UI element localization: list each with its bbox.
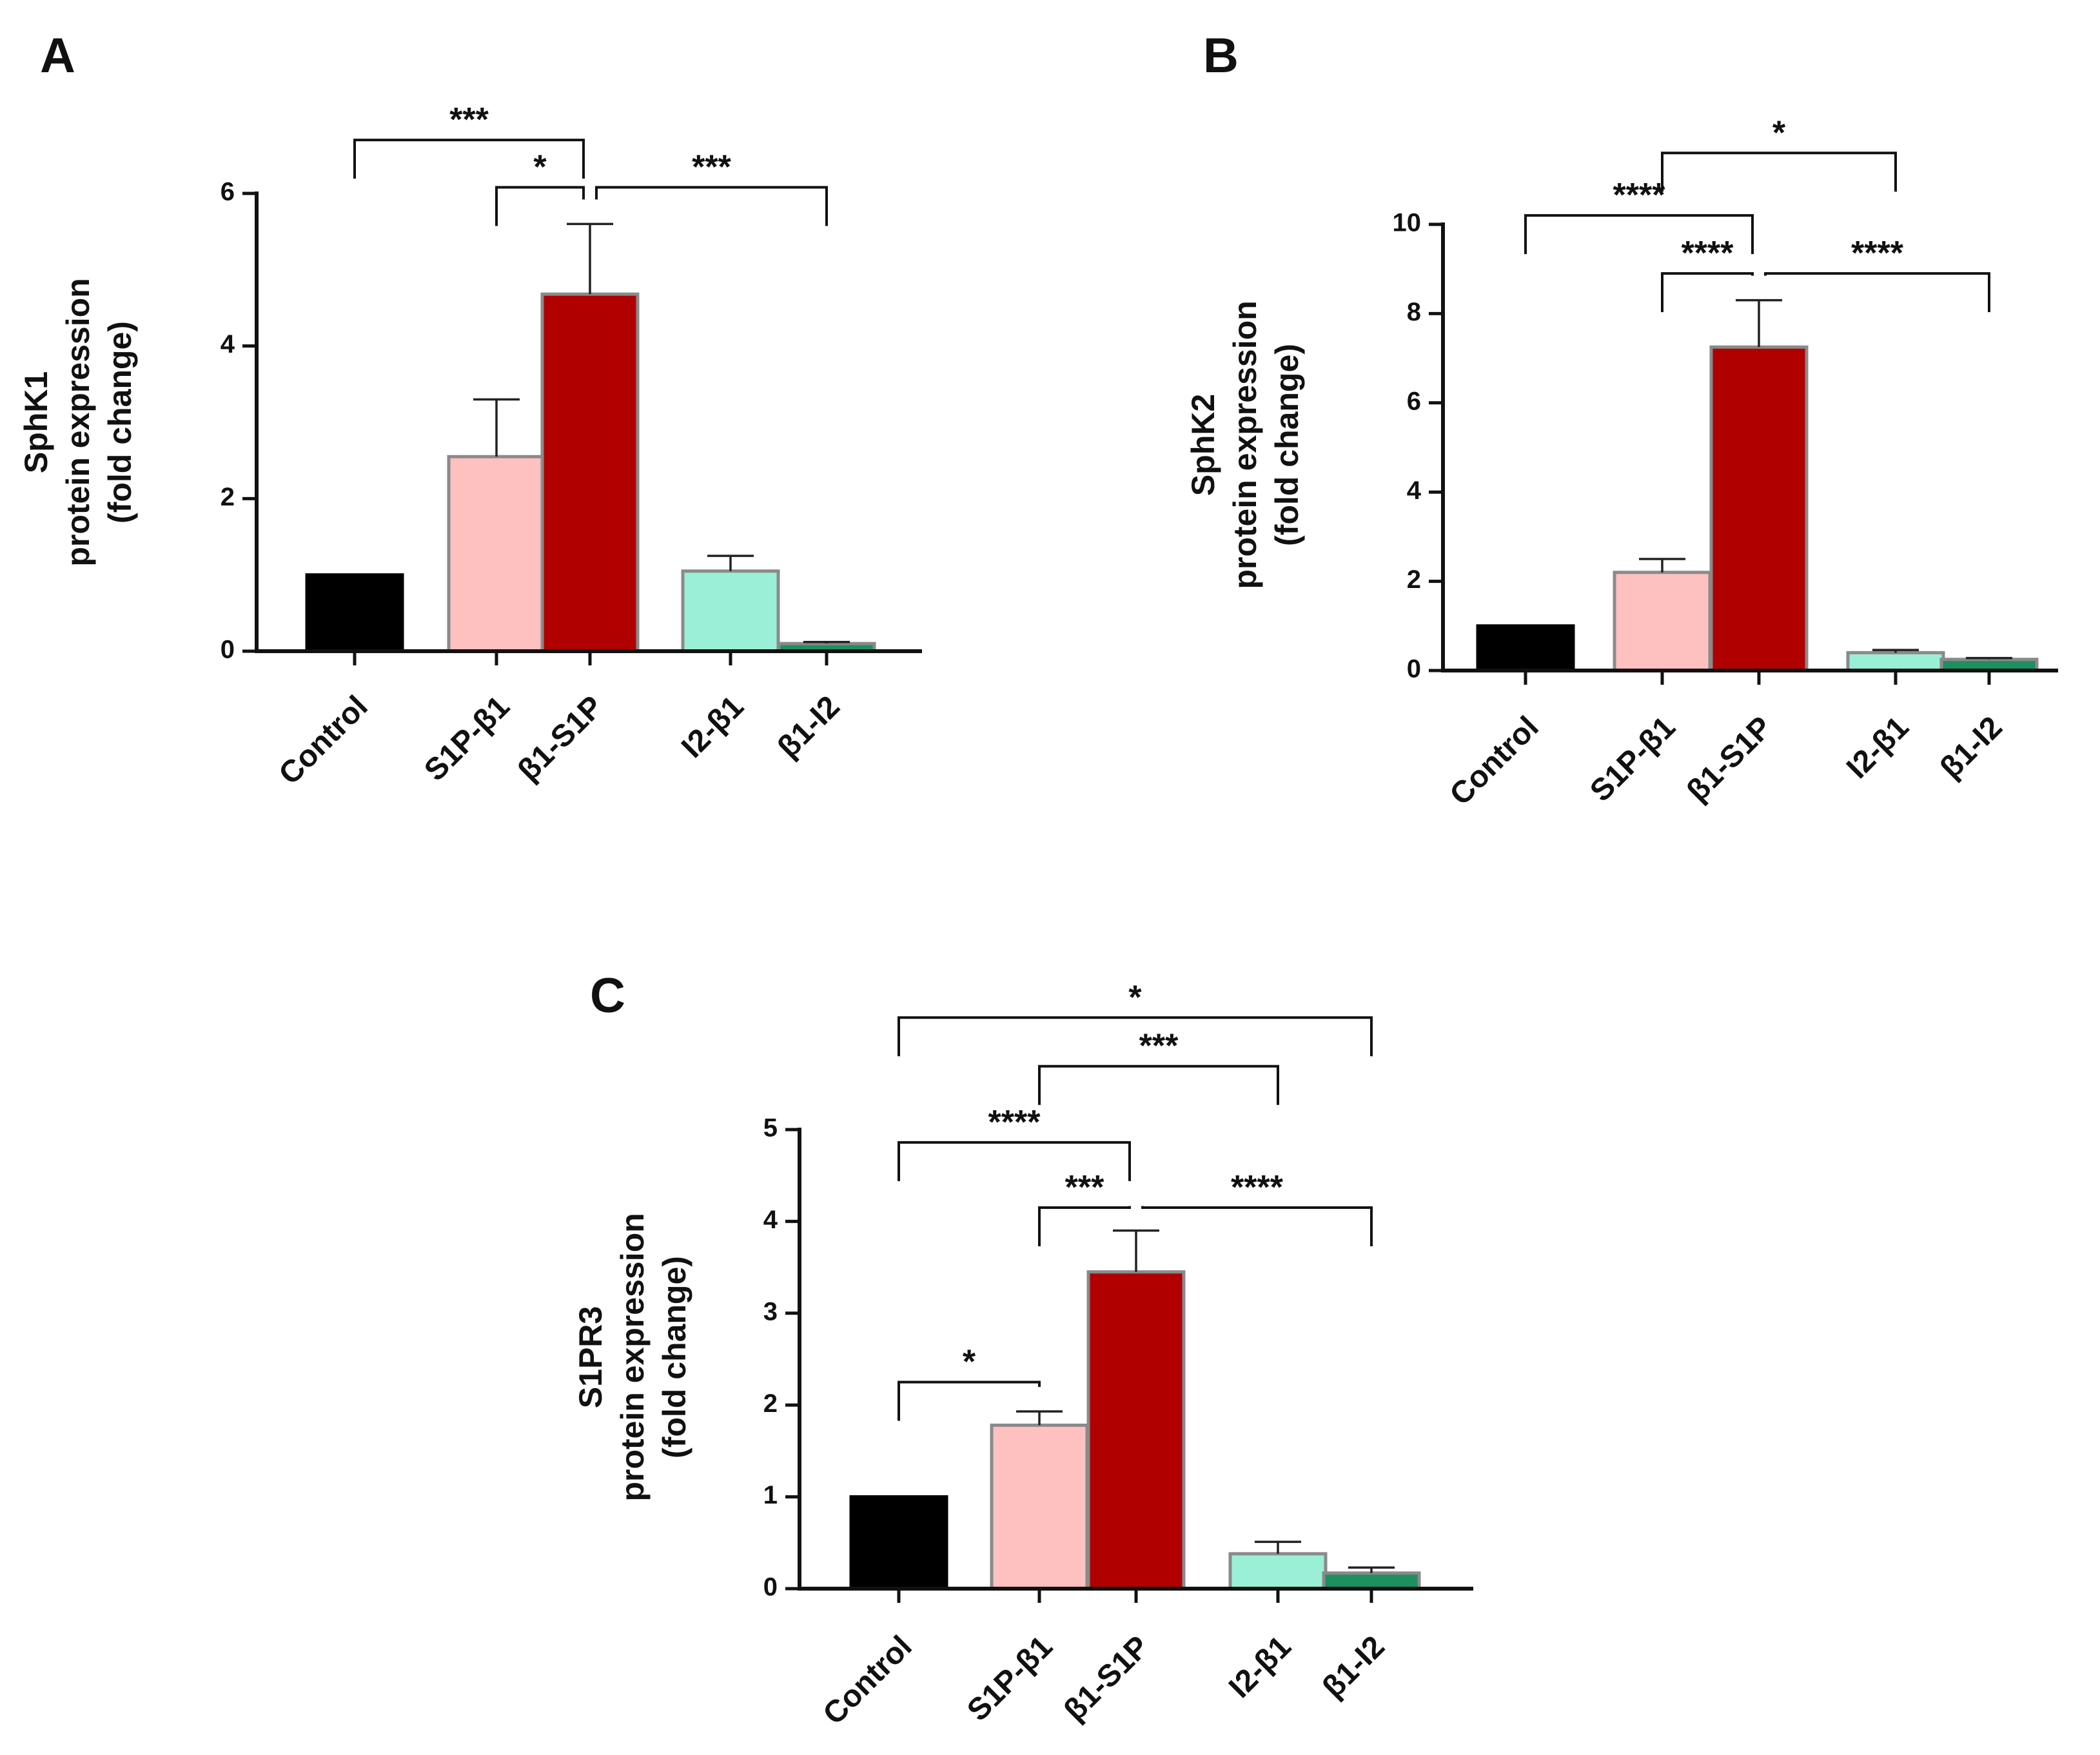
panel-letter: B: [1203, 28, 1239, 83]
bar: [1476, 624, 1575, 672]
y-axis-title-line: protein expression: [1227, 300, 1263, 589]
y-tick-label: 5: [763, 1114, 778, 1142]
significance-label: ****: [1851, 235, 1904, 272]
y-tick-label: 0: [763, 1573, 778, 1602]
y-tick-label: 4: [763, 1206, 778, 1234]
significance-bracket: [1524, 214, 1754, 255]
significance-label: ****: [988, 1104, 1041, 1141]
x-tick-label: S1P-β1: [418, 689, 516, 788]
bar: [849, 1495, 948, 1591]
error-bar: [1016, 1410, 1063, 1426]
x-tick-label: I2-β1: [1840, 710, 1916, 785]
y-axis-title-line: (fold change): [656, 1256, 692, 1458]
x-tick-label: β1-S1P: [1057, 1629, 1156, 1728]
y-tick-label: 3: [763, 1297, 778, 1326]
y-axis-title-line: protein expression: [60, 278, 96, 566]
y-tick-label: 6: [1407, 387, 1421, 415]
bar: [990, 1424, 1089, 1591]
bar: [1228, 1552, 1328, 1591]
error-bar: [1255, 1540, 1301, 1554]
significance-bracket: [1661, 152, 1897, 192]
x-tick-label: β1-I2: [1934, 710, 2009, 785]
bar: [1322, 1571, 1421, 1591]
significance-bracket: [898, 1380, 1041, 1421]
x-tick-label: Control: [1444, 710, 1546, 812]
y-axis-title-line: SphK2: [1185, 394, 1221, 496]
bar: [1613, 571, 1712, 672]
bar: [305, 573, 404, 653]
significance-bracket: [1038, 1064, 1279, 1105]
significance-bracket: [1764, 272, 1990, 313]
y-axis-title-line: S1PR3: [573, 1306, 609, 1408]
y-tick-label: 10: [1393, 209, 1422, 237]
panel-letter: A: [40, 28, 75, 83]
y-tick-label: 4: [221, 330, 235, 358]
x-tick-label: S1P-β1: [961, 1629, 1059, 1728]
significance-bracket: [353, 139, 585, 179]
error-bar: [473, 398, 520, 457]
significance-label: *: [533, 149, 547, 186]
significance-label: ***: [692, 149, 731, 186]
chart-panel-a: A SphK1 protein expression (fold change) 0 2 4…: [18, 28, 922, 791]
panel-letter: C: [590, 968, 625, 1023]
bar: [1846, 651, 1945, 672]
significance-label: ****: [1613, 177, 1666, 214]
x-tick-label: S1P-β1: [1584, 710, 1682, 809]
y-axis-title-line: (fold change): [1269, 344, 1305, 546]
y-tick-label: 2: [221, 483, 235, 511]
error-bar: [1872, 649, 1919, 653]
bar: [540, 292, 640, 653]
y-tick-label: 4: [1407, 476, 1422, 505]
error-bar: [707, 554, 754, 571]
significance-label: ***: [449, 101, 489, 139]
significance-bracket: [1038, 1206, 1131, 1247]
y-tick-label: 6: [221, 178, 235, 206]
y-tick-label: 2: [1407, 565, 1421, 594]
y-tick-label: 0: [221, 636, 235, 664]
x-tick-label: β1-S1P: [1680, 710, 1779, 809]
significance-label: *: [963, 1344, 976, 1381]
chart-panel-b: B SphK2 protein expression (fold change) 0 2 4…: [1185, 28, 2058, 812]
significance-bracket: [1141, 1206, 1373, 1247]
error-bar: [1639, 558, 1685, 573]
y-axis-title-line: SphK1: [18, 371, 54, 473]
y-axis-title-line: protein expression: [614, 1213, 651, 1501]
bar: [1709, 345, 1809, 672]
chart-panel-c: C S1PR3 protein expression (fold change) 0 1 2…: [573, 968, 1473, 1731]
significance-bracket: [898, 1016, 1373, 1057]
x-tick-label: β1-S1P: [511, 689, 610, 788]
y-axis-title-line: (fold change): [102, 321, 138, 524]
error-bar: [1736, 299, 1782, 348]
x-tick-label: Control: [817, 1629, 919, 1731]
error-bar: [1348, 1566, 1395, 1573]
significance-label: ****: [1231, 1169, 1284, 1206]
significance-label: *: [1772, 114, 1786, 152]
error-bar: [1966, 656, 2012, 660]
significance-label: *: [1128, 979, 1142, 1016]
y-tick-label: 1: [763, 1481, 778, 1509]
error-bar: [567, 222, 613, 295]
y-tick-label: 8: [1407, 298, 1421, 326]
bar: [1086, 1270, 1186, 1591]
x-tick-label: β1-I2: [1316, 1629, 1391, 1705]
y-tick-label: 2: [763, 1389, 778, 1418]
significance-label: ****: [1682, 235, 1734, 272]
significance-bracket: [495, 186, 585, 226]
significance-label: ***: [1139, 1028, 1179, 1065]
x-tick-label: β1-I2: [771, 689, 847, 765]
bar: [447, 455, 546, 653]
significance-bracket: [898, 1141, 1131, 1181]
x-tick-label: Control: [273, 689, 375, 791]
error-bar: [1113, 1229, 1159, 1272]
significance-bracket: [1661, 272, 1754, 313]
significance-label: ***: [1065, 1169, 1104, 1206]
x-tick-label: I2-β1: [1222, 1629, 1298, 1705]
y-tick-label: 0: [1407, 655, 1421, 683]
bar: [681, 569, 780, 653]
x-tick-label: I2-β1: [675, 689, 751, 765]
error-bar: [803, 641, 850, 644]
significance-bracket: [595, 186, 828, 226]
